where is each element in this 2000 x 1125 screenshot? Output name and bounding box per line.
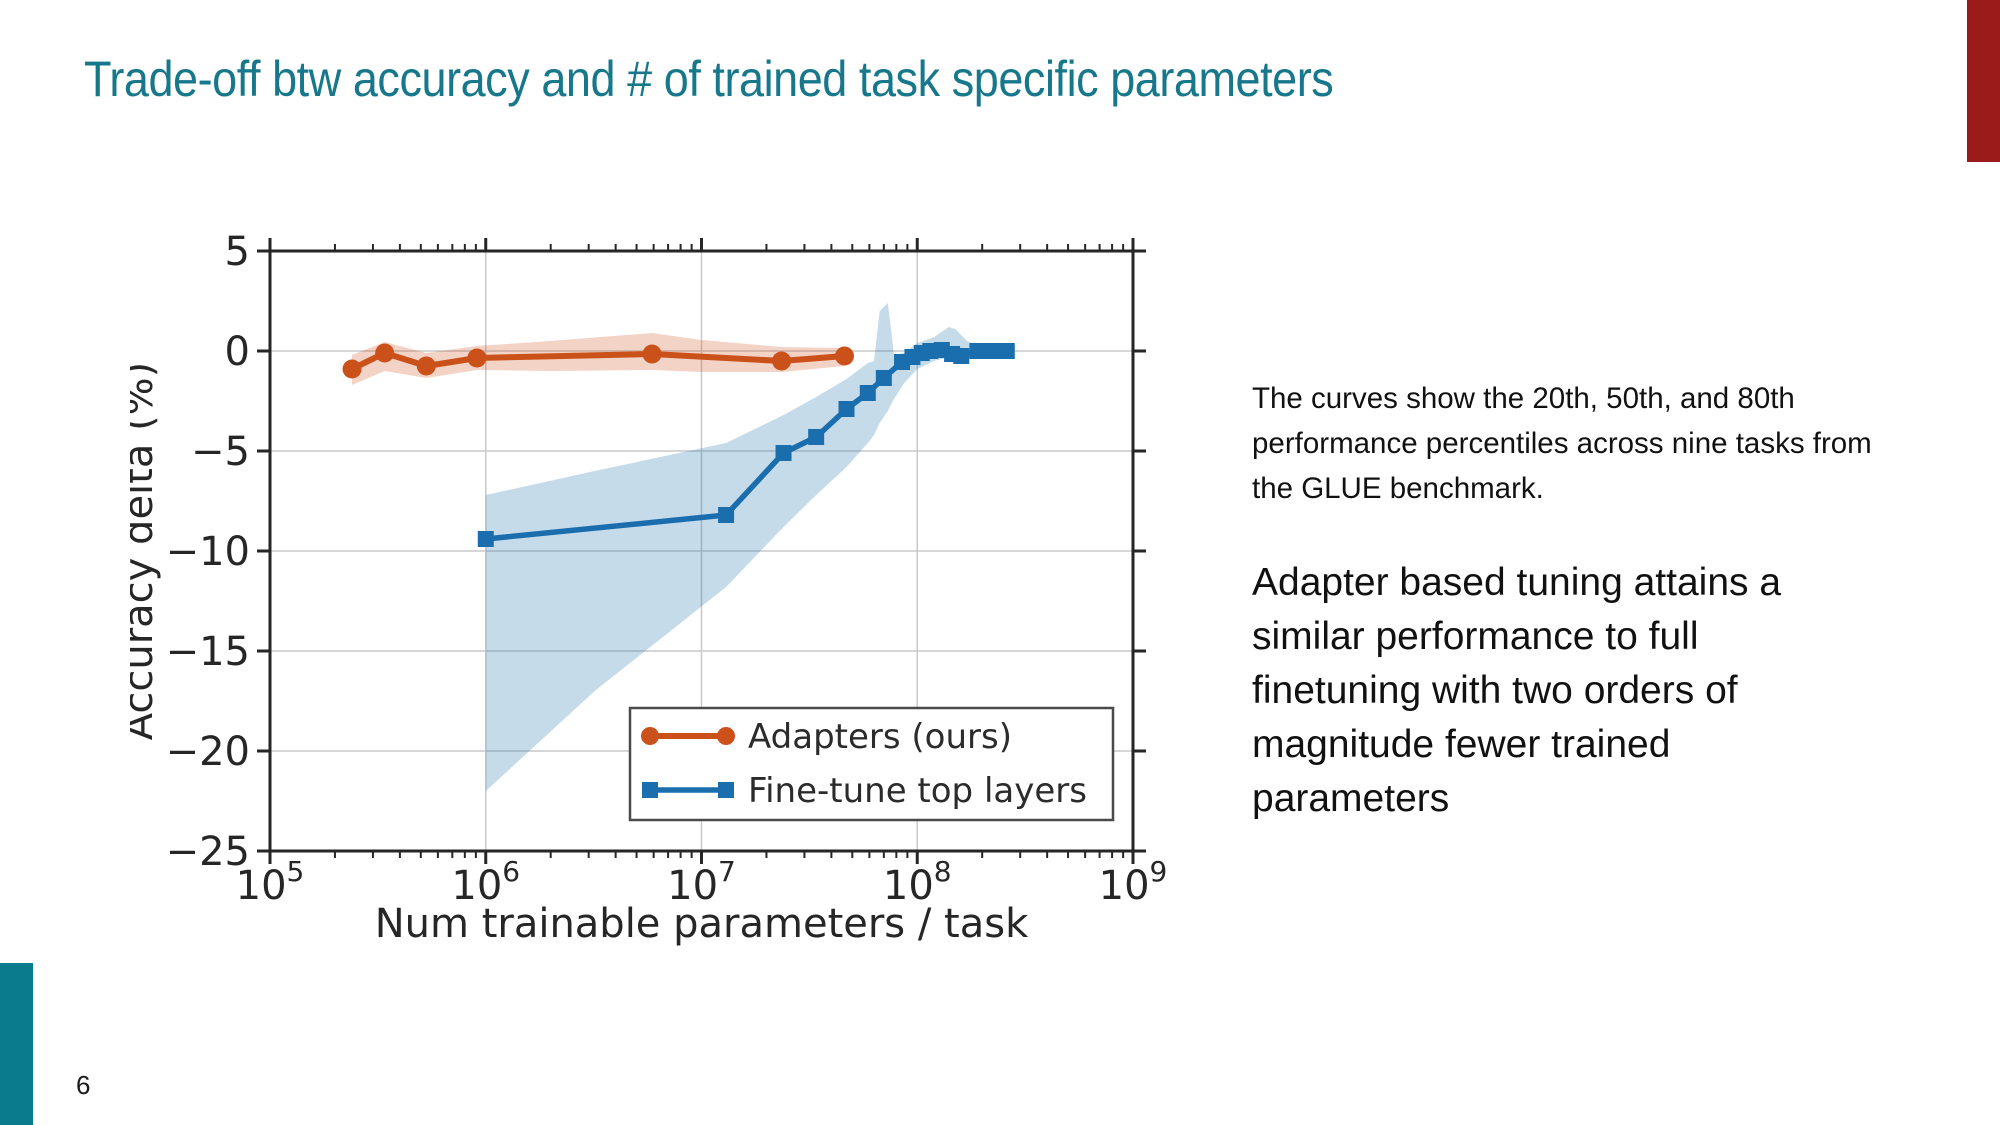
adapters-series: [342, 343, 854, 379]
finetune-marker: [998, 343, 1015, 359]
takeaway-text: Adapter based tuning attains a similar p…: [1252, 561, 1782, 820]
legend-square-marker-icon: [718, 782, 734, 798]
adapters-marker: [467, 348, 487, 368]
legend-square-marker-icon: [642, 782, 658, 798]
legend-label: Adapters (ours): [748, 717, 1012, 757]
y-tick-label: −15: [166, 629, 250, 675]
legend: Adapters (ours) Fine-tune top layers: [628, 706, 1115, 822]
y-axis-label: Accuracy delta (%): [130, 362, 162, 741]
page-number: 6: [76, 1070, 91, 1100]
y-tick-label: −5: [191, 429, 250, 475]
adapters-marker: [642, 344, 662, 364]
y-tick-label: 0: [225, 329, 250, 375]
finetune-marker: [718, 507, 735, 523]
adapters-band: [352, 333, 845, 385]
x-axis-label: Num trainable parameters / task: [375, 901, 1029, 947]
legend-circle-marker-icon: [641, 727, 659, 745]
finetune-marker: [838, 401, 855, 417]
footer-accent-bar: [0, 963, 33, 1125]
finetune-marker: [808, 429, 825, 445]
axes: [257, 238, 1146, 864]
finetune-marker: [859, 385, 876, 401]
adapters-marker: [375, 343, 395, 363]
slide-title: Trade-off btw accuracy and # of trained …: [84, 51, 1334, 107]
adapters-marker: [772, 351, 792, 371]
y-tick-label: −20: [166, 729, 250, 775]
finetune-marker: [983, 343, 1000, 359]
y-tick-label: 5: [225, 229, 250, 275]
note-text: The curves show the 20th, 50th, and 80th…: [1252, 382, 1872, 505]
finetune-marker: [875, 370, 892, 386]
adapters-marker: [342, 359, 362, 379]
finetune-marker: [477, 531, 494, 547]
finetune-marker: [953, 348, 970, 364]
y-tick-label: −25: [166, 829, 250, 875]
finetune-band: [485, 303, 1007, 791]
finetune-series: [477, 342, 1015, 547]
legend-label: Fine-tune top layers: [748, 771, 1087, 811]
y-tick-label: −10: [166, 529, 250, 575]
finetune-marker: [775, 445, 792, 461]
accuracy-tradeoff-chart: 105 106 107 108 109 5 0 −5 −10 −15 −20 −25 Num train…: [116, 228, 1170, 958]
x-tick-label: 109: [1099, 855, 1168, 909]
corner-accent-bar: [1967, 0, 2000, 162]
legend-circle-marker-icon: [717, 727, 735, 745]
adapters-marker: [416, 356, 436, 376]
finetune-marker: [969, 343, 986, 359]
legend-box: [628, 706, 1115, 822]
adapters-marker: [834, 346, 854, 366]
